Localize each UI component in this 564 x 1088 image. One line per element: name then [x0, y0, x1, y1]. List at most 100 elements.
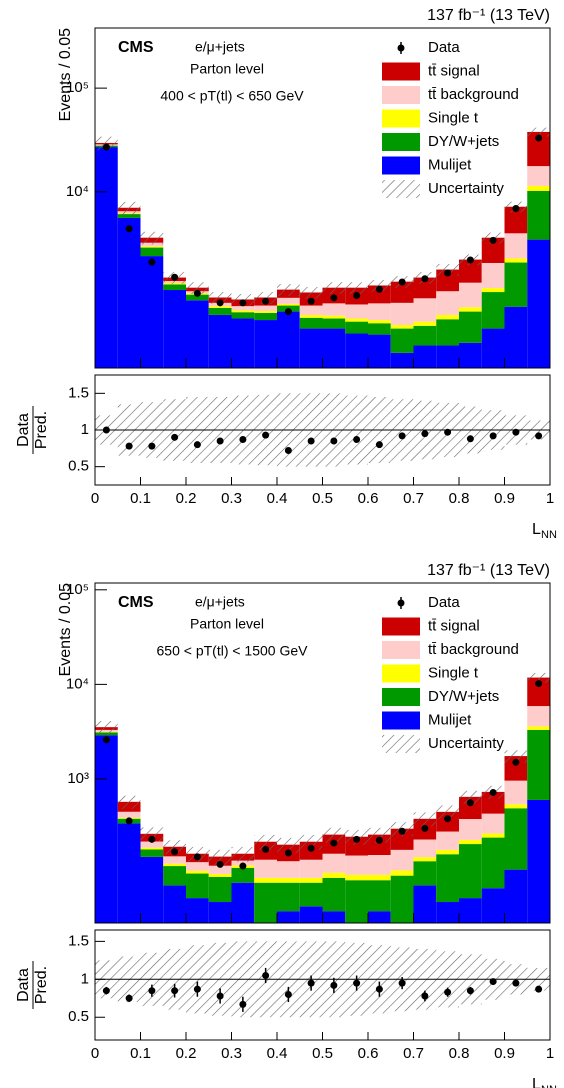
data-point	[307, 844, 315, 852]
stack-segment	[481, 813, 505, 834]
ratio-point	[102, 987, 110, 995]
stack-segment	[390, 324, 414, 329]
x-tick-label: 0.6	[358, 1045, 379, 1062]
data-point	[330, 839, 338, 847]
data-point	[421, 824, 429, 832]
legend-label: Mulijet	[428, 156, 472, 173]
legend-label: Mulijet	[428, 711, 472, 728]
ratio-title-top: Data	[15, 968, 32, 1002]
x-tick-label: 0.1	[130, 490, 151, 507]
ratio-point	[375, 985, 383, 993]
data-point	[489, 236, 497, 244]
y-tick-label: 10⁵	[66, 79, 89, 96]
stack-segment	[368, 320, 391, 324]
x-tick-label: 0	[91, 1045, 99, 1062]
legend-label: Data	[428, 594, 460, 611]
ratio-point	[262, 431, 270, 439]
stack-segment	[277, 303, 300, 306]
stack-segment	[436, 319, 459, 346]
x-axis-title: L	[532, 521, 541, 538]
data-point	[262, 845, 270, 853]
stack-segment	[504, 258, 528, 263]
stack-segment	[481, 292, 505, 329]
legend-label: tt̄ signal	[428, 617, 480, 634]
data-point	[353, 292, 361, 300]
stack-segment	[527, 166, 550, 186]
stack-segment	[504, 206, 528, 234]
legend-swatch	[382, 62, 420, 81]
stack-segment	[527, 677, 550, 707]
ratio-point	[535, 432, 543, 440]
x-tick-label: 0.6	[358, 490, 379, 507]
y-tick-label: 0.5	[68, 458, 89, 475]
stack-segment	[299, 314, 323, 318]
uncertainty-band	[299, 834, 323, 850]
uncertainty-band	[140, 827, 164, 842]
stack-segment	[368, 880, 391, 912]
ratio-point	[398, 979, 406, 987]
stack-segment	[95, 735, 118, 923]
data-point	[512, 758, 520, 766]
ratio-point	[353, 979, 361, 987]
x-tick-label: 0.2	[176, 1045, 197, 1062]
uncertainty-band	[299, 286, 323, 299]
data-point	[171, 848, 179, 856]
data-point	[375, 836, 383, 844]
stack-segment	[481, 833, 505, 838]
uncertainty-band	[459, 790, 482, 805]
x-tick-label: 1	[546, 1045, 554, 1062]
stack-segment	[345, 874, 368, 881]
stack-segment	[390, 302, 414, 325]
stack-segment	[322, 853, 346, 873]
stack-segment	[254, 312, 277, 321]
x-tick-label: 0.5	[312, 1045, 333, 1062]
stack-segment	[504, 233, 528, 259]
stack-segment	[254, 859, 277, 878]
stack-segment	[481, 237, 505, 263]
legend-label: Uncertainty	[428, 180, 504, 197]
ratio-point	[353, 436, 361, 444]
stack-segment	[459, 282, 482, 308]
stack-segment	[504, 869, 528, 923]
stack-segment	[231, 867, 255, 883]
stack-segment	[277, 911, 300, 923]
legend-swatch	[382, 641, 420, 659]
ratio-point	[239, 436, 247, 444]
stack-segment	[163, 290, 186, 368]
ratio-point	[444, 428, 452, 436]
stack-segment	[481, 288, 505, 293]
stack-segment	[390, 849, 414, 871]
stack-segment	[322, 318, 346, 329]
legend-label: DY/W+jets	[428, 688, 499, 705]
data-point	[398, 827, 406, 835]
stack-segment	[481, 328, 505, 368]
ratio-point	[421, 992, 429, 1000]
ratio-plot	[95, 941, 550, 1018]
stack-segment	[117, 214, 141, 218]
stack-segment	[186, 300, 209, 368]
data-point	[148, 835, 156, 843]
x-axis-title-subscript: NN	[541, 1084, 557, 1088]
stack-segment	[140, 847, 164, 850]
stack-segment	[481, 888, 505, 923]
x-tick-label: 0.8	[449, 1045, 470, 1062]
stack-segment	[390, 352, 414, 368]
stack-segment	[95, 147, 118, 368]
legend-swatch	[382, 86, 420, 104]
stack-segment	[186, 873, 209, 899]
experiment: CMS	[118, 39, 154, 56]
ratio-title-bottom: Pred.	[33, 966, 50, 1004]
legend-label: tt̄ background	[428, 641, 519, 658]
stack-segment	[140, 242, 164, 247]
data-point	[398, 278, 406, 286]
stack-segment	[322, 328, 346, 368]
ratio-point	[102, 426, 110, 434]
data-point	[444, 269, 452, 277]
ratio-plot	[95, 393, 550, 467]
data-point	[421, 275, 429, 283]
uncertainty-band	[231, 846, 255, 862]
stack-segment	[368, 911, 391, 923]
stack-segment	[117, 217, 141, 368]
stack-segment	[436, 902, 459, 923]
stack-segment	[117, 811, 141, 818]
